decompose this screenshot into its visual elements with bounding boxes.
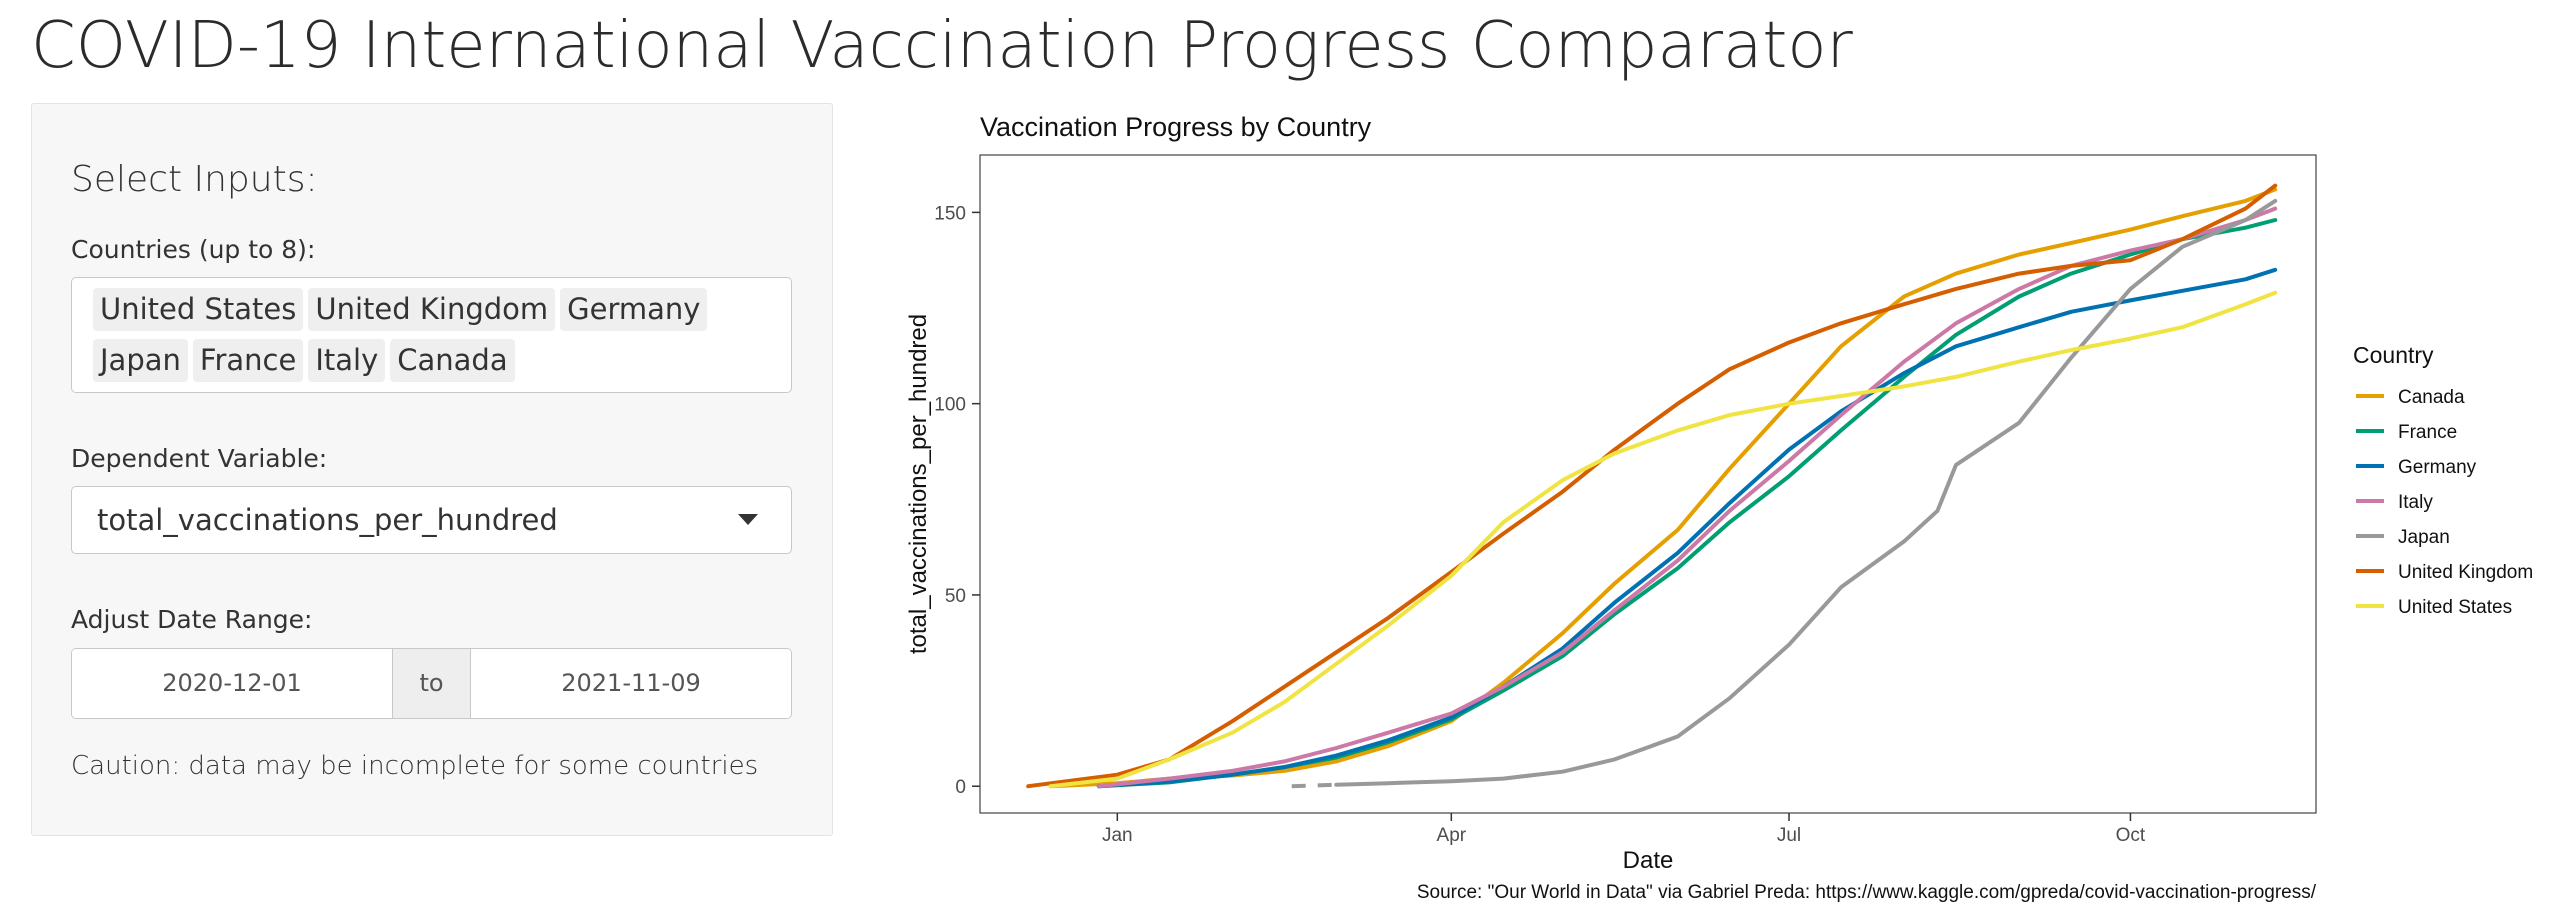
x-axis-title: Date xyxy=(1623,847,1674,874)
page-title: COVID-19 International Vaccination Progr… xyxy=(31,9,1853,83)
legend-label-canada: Canada xyxy=(2398,387,2465,408)
series-line-germany xyxy=(1096,267,2278,789)
x-axis: Jan Apr Jul Oct xyxy=(1102,813,2146,846)
x-tick-label: Jan xyxy=(1102,825,1133,846)
y-tick-label: 100 xyxy=(934,395,966,416)
y-tick-label: 50 xyxy=(945,586,966,607)
date-range-label: Adjust Date Range: xyxy=(71,605,313,634)
chevron-down-icon xyxy=(738,514,758,525)
chart-caption: Source: "Our World in Data" via Gabriel … xyxy=(1417,882,2317,903)
x-tick-label: Apr xyxy=(1437,825,1467,846)
series-line-united-kingdom xyxy=(1026,183,2278,789)
x-tick-label: Oct xyxy=(2116,825,2146,846)
y-axis: 0 50 100 150 xyxy=(934,203,980,798)
series-line-canada xyxy=(1048,187,2278,789)
date-start-input[interactable]: 2020-12-01 xyxy=(72,649,392,718)
date-end-input[interactable]: 2021-11-09 xyxy=(471,649,791,718)
countries-label: Countries (up to 8): xyxy=(71,235,316,264)
dependent-variable-label: Dependent Variable: xyxy=(71,444,328,473)
chart-title: Vaccination Progress by Country xyxy=(980,112,1372,142)
legend-title: Country xyxy=(2353,342,2434,368)
country-chip-italy[interactable]: Italy xyxy=(308,339,386,382)
legend-label-italy: Italy xyxy=(2398,492,2433,513)
country-chip-united-kingdom[interactable]: United Kingdom xyxy=(308,288,556,331)
countries-multiselect[interactable]: United States United Kingdom Germany Japan F… xyxy=(71,277,792,393)
caution-note: Caution: data may be incomplete for some… xyxy=(71,751,759,781)
legend-label-japan: Japan xyxy=(2398,527,2450,548)
y-axis-title: total_vaccinations_per_hundred xyxy=(905,314,932,654)
series-line-japan xyxy=(1334,198,2278,787)
country-chip-japan[interactable]: Japan xyxy=(93,339,188,382)
series-line-italy xyxy=(1096,206,2278,789)
series-line-united-states xyxy=(1048,290,2278,789)
date-range-input: 2020-12-01 to 2021-11-09 xyxy=(71,648,792,719)
legend-label-united-kingdom: United Kingdom xyxy=(2398,562,2533,583)
dependent-variable-select[interactable]: total_vaccinations_per_hundred xyxy=(71,486,792,554)
series-line-japan-dashed xyxy=(1291,782,1337,789)
dependent-variable-value: total_vaccinations_per_hundred xyxy=(97,503,558,537)
sidebar-heading: Select Inputs: xyxy=(71,159,318,200)
country-chip-canada[interactable]: Canada xyxy=(390,339,515,382)
legend-label-germany: Germany xyxy=(2398,457,2477,478)
country-chip-germany[interactable]: Germany xyxy=(560,288,708,331)
x-tick-label: Jul xyxy=(1777,825,1801,846)
series-lines xyxy=(1026,183,2278,789)
sidebar-panel: Select Inputs: Countries (up to 8): Unit… xyxy=(31,103,833,836)
date-range-separator: to xyxy=(392,649,471,718)
country-chip-united-states[interactable]: United States xyxy=(93,288,304,331)
y-tick-label: 0 xyxy=(955,777,966,798)
country-chip-france[interactable]: France xyxy=(192,339,304,382)
legend: Canada France Germany Italy Japan United King… xyxy=(2356,387,2533,618)
y-tick-label: 150 xyxy=(934,203,966,224)
legend-label-united-states: United States xyxy=(2398,597,2512,618)
legend-label-france: France xyxy=(2398,422,2457,443)
